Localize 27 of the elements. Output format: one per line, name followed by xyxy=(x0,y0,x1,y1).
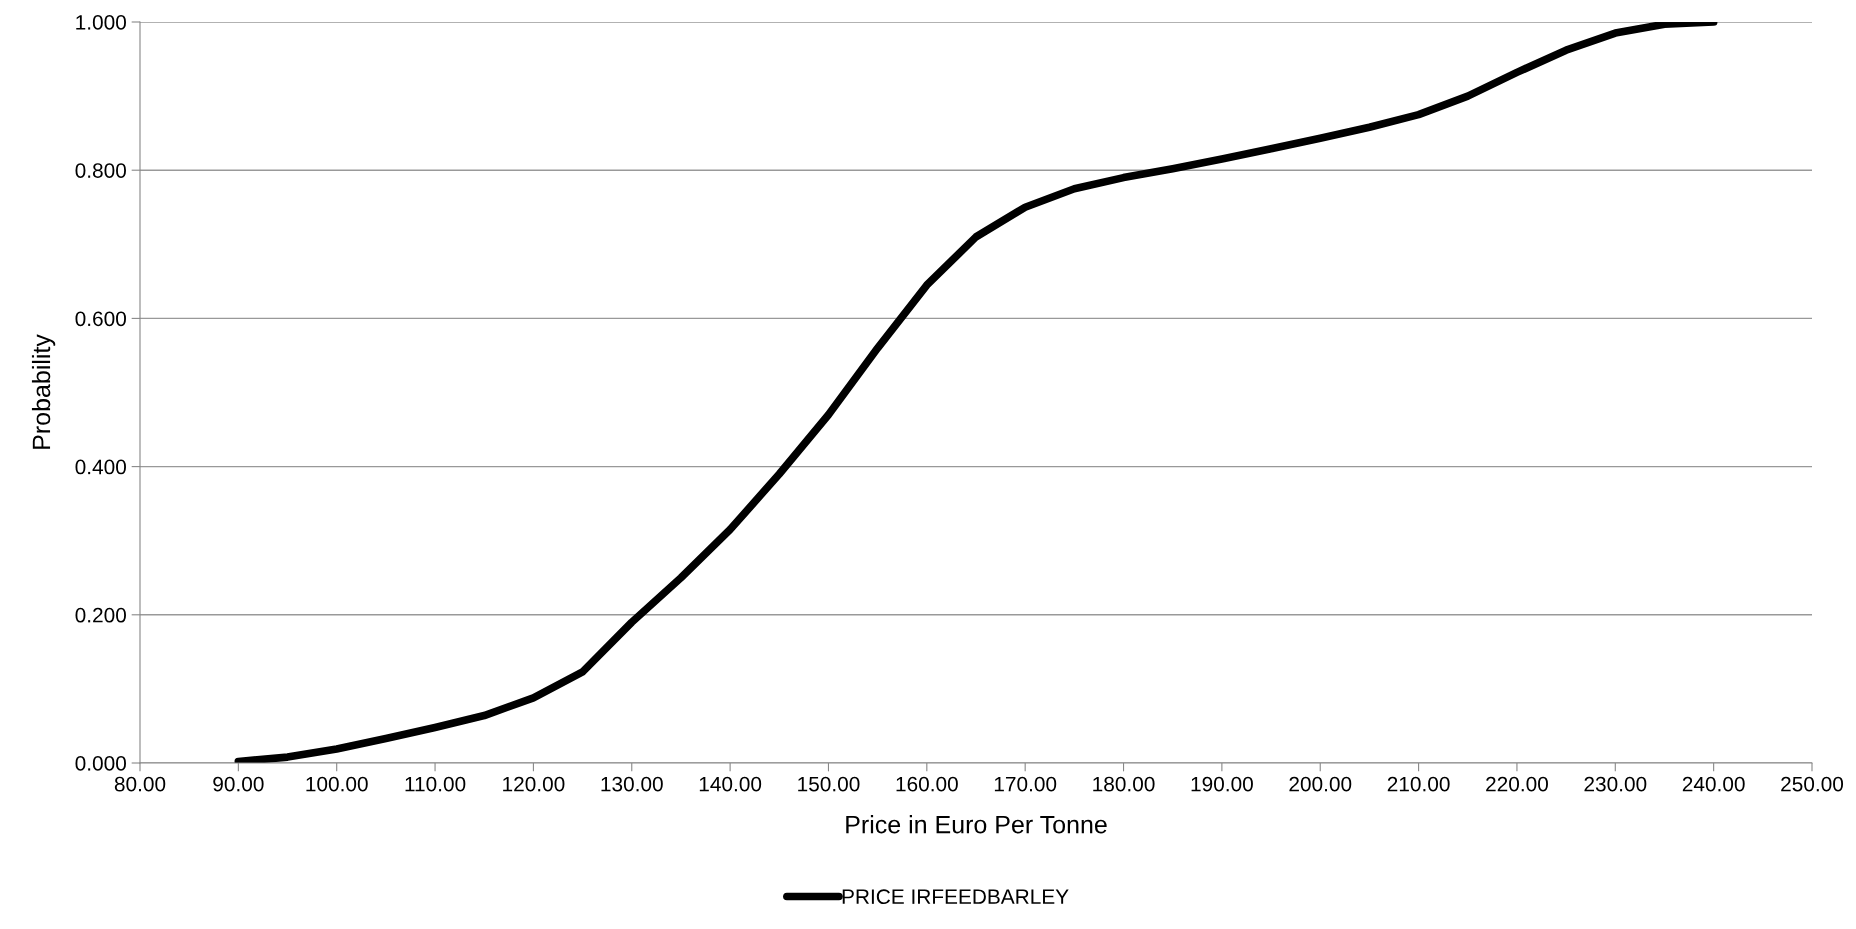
x-tick-label: 160.00 xyxy=(896,776,958,792)
y-tick-label: 0.800 xyxy=(75,163,126,178)
x-tick-label: 140.00 xyxy=(699,776,762,792)
y-tick-label: 0.000 xyxy=(75,756,126,771)
x-tick-label: 110.00 xyxy=(405,776,466,792)
x-tick-label: 240.00 xyxy=(1682,776,1745,792)
x-tick-label: 200.00 xyxy=(1289,776,1352,792)
x-tick-label: 90.00 xyxy=(213,776,264,792)
x-tick-label: 230.00 xyxy=(1584,776,1647,792)
x-tick-label: 80.00 xyxy=(114,776,166,792)
y-tick-label: 0.200 xyxy=(75,607,126,623)
x-tick-label: 170.00 xyxy=(994,776,1057,792)
y-tick-label: 1.000 xyxy=(76,15,126,30)
x-tick-label: 150.00 xyxy=(798,776,860,792)
x-tick-label: 190.00 xyxy=(1191,776,1253,792)
y-tick-label: 0.600 xyxy=(75,311,126,327)
x-tick-label: 130.00 xyxy=(601,776,663,792)
x-tick-label: 210.00 xyxy=(1387,776,1450,792)
legend-label: PRICE IRFEEDBARLEY xyxy=(842,889,1069,905)
x-tick-label: 180.00 xyxy=(1093,776,1155,792)
y-tick-label: 0.400 xyxy=(75,459,126,475)
x-tick-label: 120.00 xyxy=(503,776,565,792)
x-tick-label: 250.00 xyxy=(1781,776,1844,792)
x-axis-title: Price in Euro Per Tonne xyxy=(846,815,1107,834)
x-tick-label: 100.00 xyxy=(306,776,368,792)
x-tick-label: 220.00 xyxy=(1486,776,1548,792)
y-axis-title: Probability xyxy=(31,334,56,449)
